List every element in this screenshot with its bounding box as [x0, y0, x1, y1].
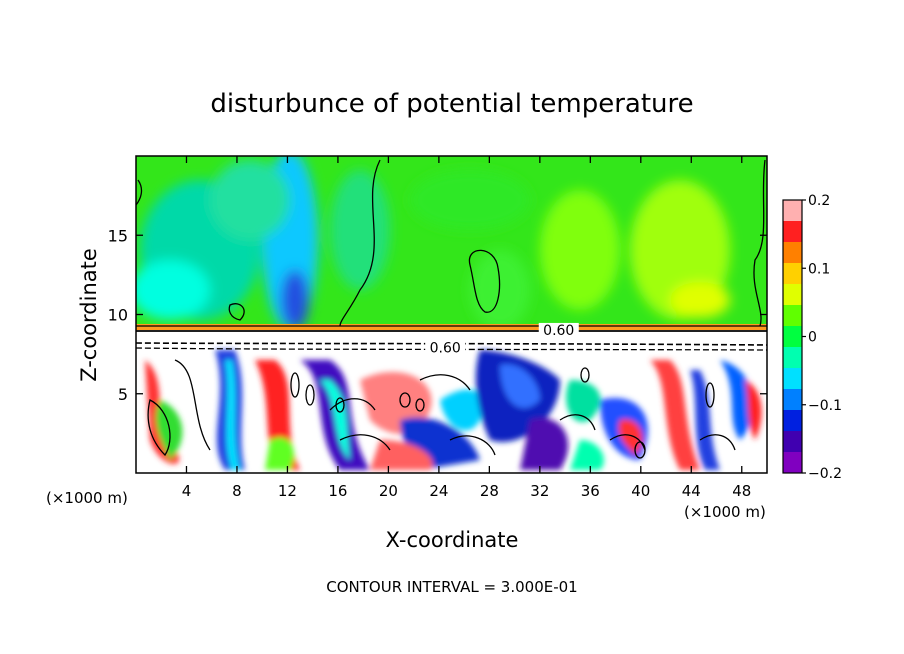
colorbar-tick-label: −0.2 — [808, 466, 842, 482]
colorbar-swatch — [783, 284, 802, 306]
y-tick-label: 15 — [108, 226, 128, 245]
contour-label: 0.60 — [543, 323, 574, 339]
x-tick-label: 48 — [732, 482, 751, 500]
x-tick-label: 32 — [530, 482, 549, 500]
x-tick-label: 12 — [278, 482, 297, 500]
colorbar-swatch — [783, 347, 802, 369]
colorbar-swatch — [783, 200, 802, 222]
upper-field-shading — [136, 156, 730, 330]
colorbar-tick-label: −0.1 — [808, 398, 842, 414]
colorbar-swatch — [783, 368, 802, 390]
colorbar-swatch — [783, 431, 802, 453]
x-tick-label: 16 — [328, 482, 347, 500]
colorbar-tick-label: 0 — [808, 330, 817, 346]
colorbar: 0.2 0.1 0 −0.1 −0.2 — [782, 193, 842, 482]
x-tick-label: 20 — [379, 482, 398, 500]
y-tick-label: 10 — [108, 306, 128, 325]
plot-area — [136, 156, 767, 473]
contour-interval-note: CONTOUR INTERVAL = 3.000E-01 — [326, 578, 577, 596]
interface-band — [136, 324, 767, 330]
colorbar-swatch — [783, 452, 802, 474]
x-axis-label: X-coordinate — [386, 528, 519, 552]
x-tick-label: 8 — [232, 482, 242, 500]
colorbar-swatch — [783, 242, 802, 264]
contour-label-bg — [425, 340, 466, 355]
colorbar-tick-label: 0.2 — [808, 193, 830, 209]
lower-field-shading — [145, 350, 762, 470]
x-unit-right: (×1000 m) — [684, 503, 766, 521]
colorbar-swatch — [783, 389, 802, 411]
colorbar-swatch — [783, 221, 802, 243]
x-axis: 4 8 12 16 20 24 28 32 36 40 44 48 — [182, 156, 751, 500]
x-tick-label: 28 — [480, 482, 499, 500]
chart-title: disturbunce of potential temperature — [210, 89, 693, 119]
x-tick-label: 4 — [182, 482, 192, 500]
contour-labels: 0.60 0.60 — [425, 322, 579, 356]
colorbar-swatch — [783, 326, 802, 348]
y-axis-label: Z-coordinate — [77, 248, 101, 382]
contour-label-bg — [538, 322, 579, 337]
x-tick-label: 24 — [429, 482, 448, 500]
contour-lines — [136, 159, 767, 459]
colorbar-swatch — [783, 410, 802, 432]
y-axis: 5 10 15 — [108, 226, 767, 404]
colorbar-swatch — [783, 263, 802, 285]
y-tick-label: 5 — [118, 385, 128, 404]
x-tick-label: 44 — [682, 482, 701, 500]
colorbar-swatch — [783, 305, 802, 327]
contour-label: 0.60 — [430, 340, 461, 356]
colorbar-tick-label: 0.1 — [808, 261, 830, 277]
x-tick-label: 36 — [581, 482, 600, 500]
x-tick-label: 40 — [631, 482, 650, 500]
x-unit-left: (×1000 m) — [46, 489, 128, 507]
